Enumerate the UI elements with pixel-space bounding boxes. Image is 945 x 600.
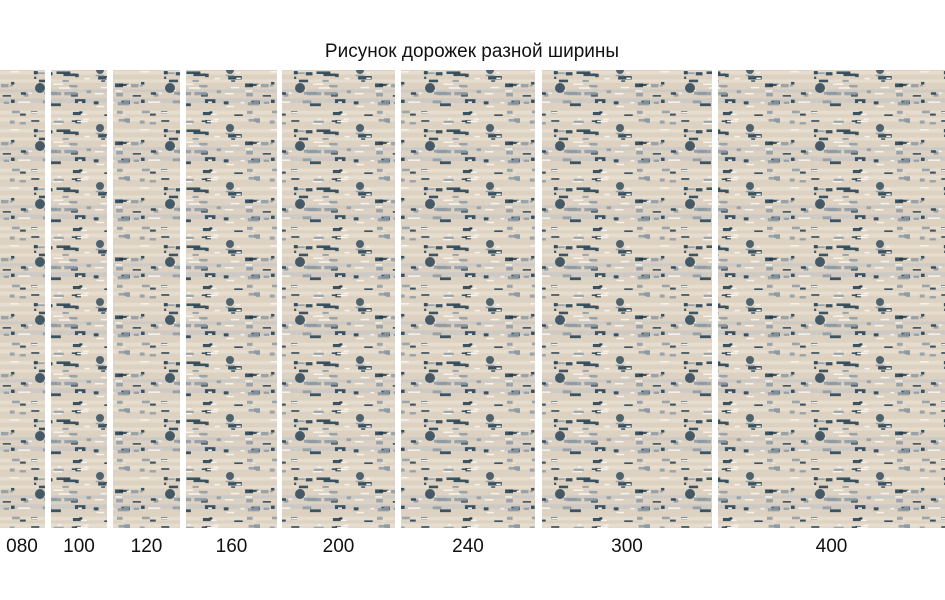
title: Рисунок дорожек разной ширины xyxy=(325,41,619,62)
width-label: 160 xyxy=(216,536,248,557)
runner-panel xyxy=(542,70,712,528)
width-label: 300 xyxy=(611,536,643,557)
runner-panel xyxy=(401,70,535,528)
runner-panel xyxy=(718,70,945,528)
width-label: 100 xyxy=(63,536,95,557)
panels: 080 100 120 160 200 240 300 400 xyxy=(0,70,945,557)
width-label: 240 xyxy=(452,536,484,557)
width-label: 120 xyxy=(131,536,163,557)
width-label: 400 xyxy=(816,536,848,557)
width-label: 080 xyxy=(6,536,38,557)
runner-panel xyxy=(51,70,107,528)
runner-panel xyxy=(0,70,45,528)
runner-panel xyxy=(282,70,395,528)
width-label: 200 xyxy=(323,536,355,557)
runner-panel xyxy=(113,70,180,528)
runner-panel xyxy=(186,70,277,528)
